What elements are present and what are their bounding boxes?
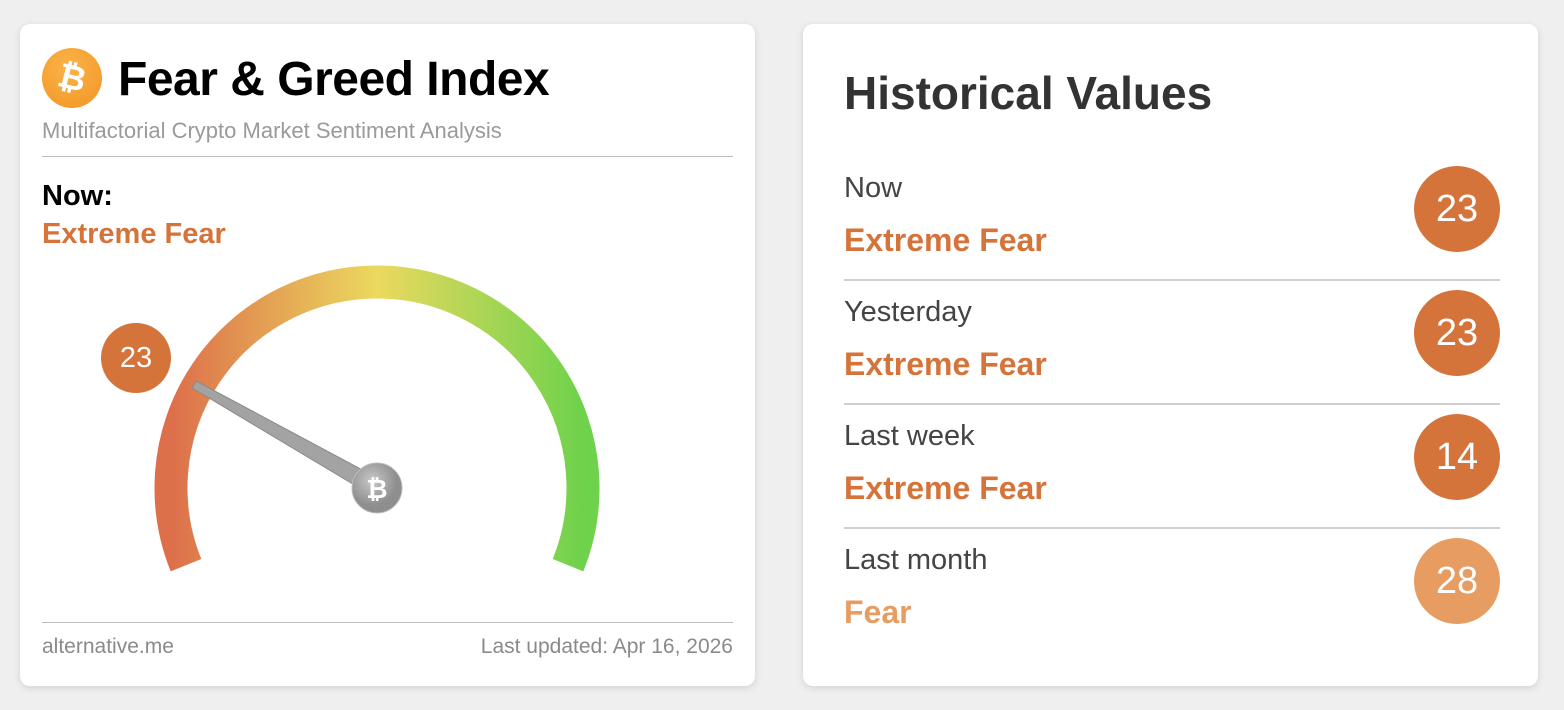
- gauge-arc: [154, 265, 600, 572]
- now-classification: Extreme Fear: [42, 218, 226, 250]
- footer-divider: [42, 622, 733, 623]
- row-classification: Extreme Fear: [844, 346, 1047, 382]
- historical-title: Historical Values: [844, 67, 1213, 119]
- row-value-badge: 28: [1414, 538, 1500, 624]
- row-label: Last week: [844, 420, 975, 452]
- row-label: Yesterday: [844, 296, 972, 328]
- widget-title: Fear & Greed Index: [118, 53, 550, 106]
- row-label: Now: [844, 172, 903, 204]
- row-classification: Fear: [844, 594, 912, 630]
- gauge: ₿: [154, 265, 600, 572]
- bitcoin-hub-icon: ₿: [366, 475, 387, 505]
- row-value-badge: 23: [1414, 166, 1500, 252]
- history-row-yesterday: Yesterday Extreme Fear 23: [844, 290, 1500, 420]
- history-row-last-month: Last month Fear 28: [844, 538, 1500, 668]
- history-row-now: Now Extreme Fear 23: [844, 166, 1500, 296]
- fear-greed-widget: ₿ Fear & Greed Index Multifactorial Cryp…: [20, 24, 755, 686]
- row-label: Last month: [844, 544, 988, 576]
- widget-subtitle: Multifactorial Crypto Market Sentiment A…: [42, 118, 502, 143]
- history-row-last-week: Last week Extreme Fear 14: [844, 414, 1500, 544]
- row-value-badge: 14: [1414, 414, 1500, 500]
- row-classification: Extreme Fear: [844, 470, 1047, 506]
- gauge-hub: [351, 462, 403, 514]
- divider: [844, 403, 1500, 405]
- historical-values-card: Historical Values Now Extreme Fear 23 Ye…: [803, 24, 1538, 686]
- divider: [844, 527, 1500, 529]
- now-label: Now:: [42, 180, 113, 212]
- gauge-needle: [191, 380, 383, 497]
- last-updated: Last updated: Apr 16, 2026: [480, 635, 733, 658]
- gauge-value-badge: 23: [101, 323, 171, 393]
- row-value-badge: 23: [1414, 290, 1500, 376]
- source-link[interactable]: alternative.me: [42, 635, 174, 658]
- divider: [42, 156, 733, 157]
- divider: [844, 279, 1500, 281]
- row-classification: Extreme Fear: [844, 222, 1047, 258]
